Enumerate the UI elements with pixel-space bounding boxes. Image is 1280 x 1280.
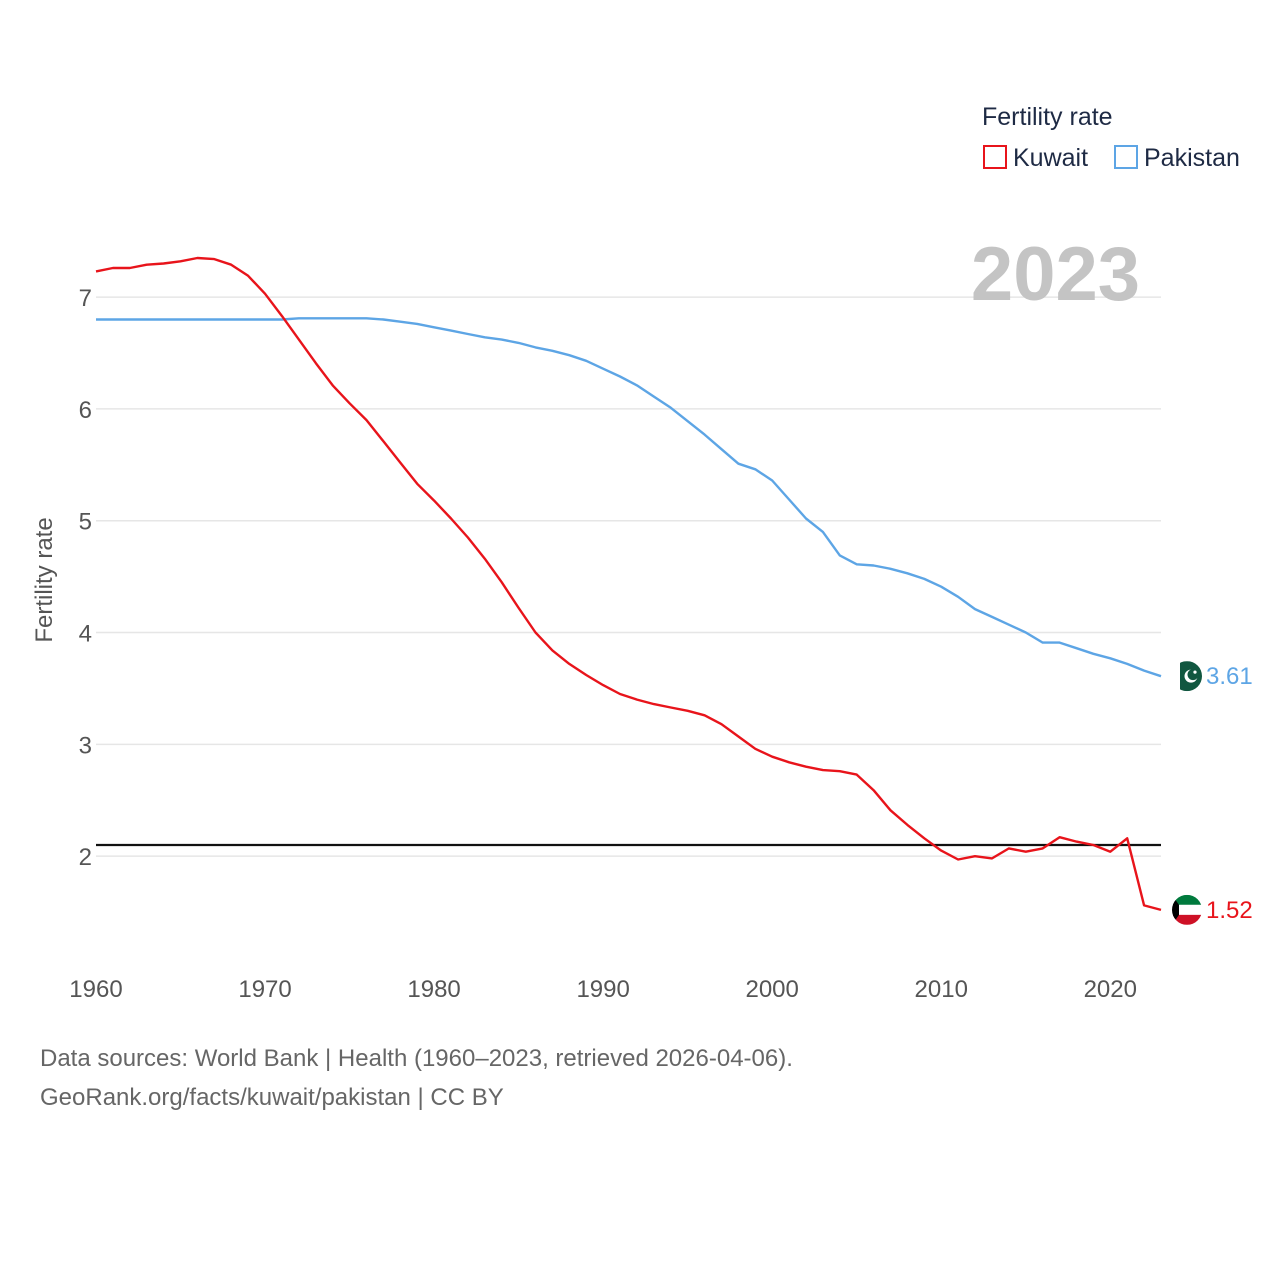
x-tick-label: 2010 [915, 976, 968, 1003]
x-tick-label: 1990 [576, 976, 629, 1003]
legend-item-pakistan[interactable]: Pakistan [1114, 144, 1240, 172]
year-display: 2023 [971, 232, 1140, 317]
legend-label-kuwait: Kuwait [1013, 144, 1088, 172]
kuwait-flag-icon [1172, 894, 1202, 925]
x-tick-label: 2020 [1084, 976, 1137, 1003]
y-axis-ticks: 2 3 4 5 6 7 [79, 285, 92, 871]
y-tick-label: 7 [79, 285, 92, 312]
series-line-pakistan[interactable] [96, 317, 1162, 678]
y-tick-label: 6 [79, 397, 92, 424]
legend-label-pakistan: Pakistan [1144, 144, 1240, 172]
x-tick-label: 2000 [745, 976, 798, 1003]
x-tick-label: 1970 [238, 976, 291, 1003]
legend-item-kuwait[interactable]: Kuwait [983, 144, 1088, 172]
y-tick-label: 5 [79, 509, 92, 536]
y-tick-label: 4 [79, 621, 92, 648]
series-line-kuwait[interactable] [95, 256, 1162, 912]
y-tick-label: 3 [79, 732, 92, 759]
y-tick-label: 2 [79, 844, 92, 871]
pakistan-flag-icon [1172, 661, 1202, 692]
x-tick-label: 1960 [69, 976, 122, 1003]
kuwait-end-value: 1.52 [1206, 897, 1253, 924]
legend-swatch-kuwait [983, 145, 1007, 169]
y-axis-title: Fertility rate [31, 517, 58, 642]
x-tick-label: 1980 [407, 976, 460, 1003]
x-axis-ticks: 1960 1970 1980 1990 2000 2010 2020 [69, 976, 1137, 1003]
series-layer [95, 256, 1162, 912]
legend: Fertility rate Kuwait Pakistan [982, 103, 1240, 172]
legend-swatch-pakistan [1114, 145, 1138, 169]
legend-title: Fertility rate [982, 103, 1113, 131]
footer-sources: Data sources: World Bank | Health (1960–… [40, 1045, 793, 1072]
pakistan-end-value: 3.61 [1206, 663, 1253, 690]
footer-link[interactable]: GeoRank.org/facts/kuwait/pakistan | CC B… [40, 1084, 504, 1111]
